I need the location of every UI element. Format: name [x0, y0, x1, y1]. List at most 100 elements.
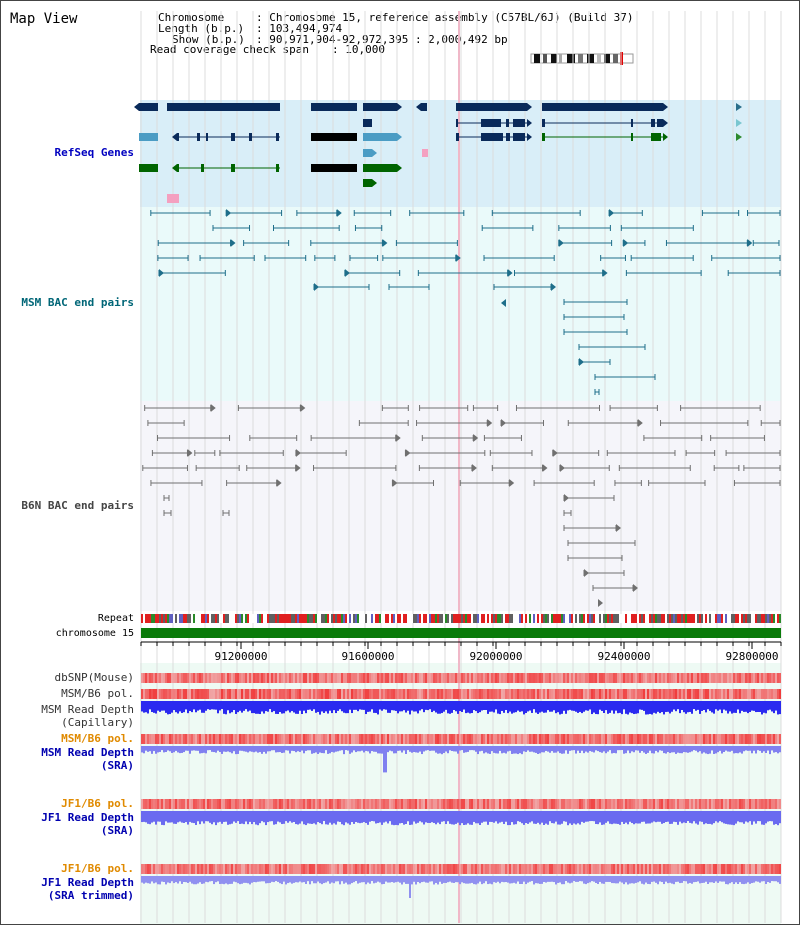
track-label-jf1-pol-2[interactable]: JF1/B6 pol. — [61, 862, 134, 875]
heat-cell — [539, 689, 541, 699]
heat-cell — [477, 864, 479, 874]
heat-cell — [213, 799, 215, 809]
heat-cell — [679, 864, 681, 874]
heat-cell — [443, 734, 445, 744]
depth-bar — [313, 701, 315, 710]
depth-bar — [683, 811, 685, 823]
track-label-msm-depth-sra[interactable]: MSM Read Depth (SRA) — [41, 746, 134, 772]
heat-cell — [437, 864, 439, 874]
depth-bar — [753, 811, 755, 822]
heat-cell — [675, 734, 677, 744]
gene-arrow — [397, 164, 402, 172]
depth-bar — [609, 746, 611, 751]
gene-exon — [249, 133, 252, 141]
repeat-element — [145, 614, 147, 623]
depth-bar — [545, 701, 547, 713]
depth-bar — [413, 876, 415, 882]
heat-cell — [395, 734, 397, 744]
depth-bar — [161, 746, 163, 751]
depth-bar — [499, 811, 501, 823]
heat-cell — [257, 673, 259, 683]
heat-cell — [237, 864, 239, 874]
depth-bar — [521, 701, 523, 712]
depth-bar — [721, 876, 723, 882]
depth-bar — [565, 746, 567, 751]
heat-cell — [771, 799, 773, 809]
depth-bar — [367, 811, 369, 825]
depth-bar — [287, 701, 289, 711]
heat-cell — [631, 799, 633, 809]
bac-end-arrow — [487, 419, 493, 427]
depth-bar — [157, 811, 159, 822]
heat-cell — [365, 673, 367, 683]
depth-bar — [431, 811, 433, 823]
depth-bar — [329, 746, 331, 754]
repeat-element — [497, 614, 499, 623]
depth-bar — [551, 876, 553, 882]
repeat-element — [707, 614, 709, 623]
track-label-dbsnp[interactable]: dbSNP(Mouse) — [54, 671, 134, 684]
depth-bar — [715, 701, 717, 710]
heat-cell — [259, 864, 261, 874]
track-label-refseq[interactable]: RefSeq Genes — [54, 146, 134, 159]
gene-exon — [311, 133, 357, 141]
heat-cell — [595, 799, 597, 809]
heat-cell — [327, 864, 329, 874]
repeat-element — [155, 614, 157, 623]
heat-cell — [555, 864, 557, 874]
heat-cell — [763, 673, 765, 683]
repeat-element — [179, 614, 181, 623]
depth-bar — [211, 746, 213, 752]
depth-bar — [751, 746, 753, 754]
heat-cell — [413, 734, 415, 744]
heat-cell — [769, 689, 771, 699]
depth-bar — [353, 746, 355, 751]
heat-cell — [213, 673, 215, 683]
depth-bar — [381, 701, 383, 711]
track-label-msm-b6-pol-2[interactable]: MSM/B6 pol. — [61, 732, 134, 745]
depth-bar — [559, 746, 561, 754]
heat-cell — [309, 673, 311, 683]
heat-cell — [511, 673, 513, 683]
depth-bar — [445, 876, 447, 883]
track-label-b6n-bac[interactable]: B6N BAC end pairs — [21, 499, 134, 512]
depth-bar — [777, 876, 779, 883]
heat-cell — [611, 734, 613, 744]
depth-bar — [155, 746, 157, 754]
depth-bar — [171, 746, 173, 753]
heat-cell — [301, 799, 303, 809]
depth-bar — [591, 701, 593, 715]
depth-bar — [193, 876, 195, 885]
track-label-jf1-depth-trimmed[interactable]: JF1 Read Depth (SRA trimmed) — [41, 876, 134, 902]
depth-bar — [403, 701, 405, 711]
heat-cell — [143, 734, 145, 744]
track-label-msm-bac[interactable]: MSM BAC end pairs — [21, 296, 134, 309]
heat-cell — [191, 673, 193, 683]
track-label-msm-depth-capillary[interactable]: MSM Read Depth (Capillary) — [41, 703, 134, 729]
track-label-jf1-depth-sra[interactable]: JF1 Read Depth (SRA) — [41, 811, 134, 837]
heat-cell — [637, 799, 639, 809]
heat-cell — [711, 673, 713, 683]
heat-cell — [741, 689, 743, 699]
heat-cell — [463, 864, 465, 874]
track-label-jf1-pol[interactable]: JF1/B6 pol. — [61, 797, 134, 810]
depth-bar — [661, 701, 663, 713]
depth-bar — [265, 876, 267, 884]
depth-bar — [775, 876, 777, 882]
heat-cell — [261, 799, 263, 809]
depth-bar — [661, 876, 663, 883]
heat-cell — [231, 799, 233, 809]
heat-cell — [159, 864, 161, 874]
repeat-element — [685, 614, 687, 623]
heat-cell — [635, 864, 637, 874]
heat-cell — [615, 864, 617, 874]
heat-cell — [717, 864, 719, 874]
heat-cell — [555, 673, 557, 683]
heat-cell — [261, 864, 263, 874]
depth-bar — [749, 746, 751, 751]
heat-cell — [755, 864, 757, 874]
repeat-element — [475, 614, 477, 623]
track-label-msm-b6-pol[interactable]: MSM/B6 pol. — [61, 687, 134, 700]
depth-bar — [679, 876, 681, 884]
depth-bar — [359, 876, 361, 883]
